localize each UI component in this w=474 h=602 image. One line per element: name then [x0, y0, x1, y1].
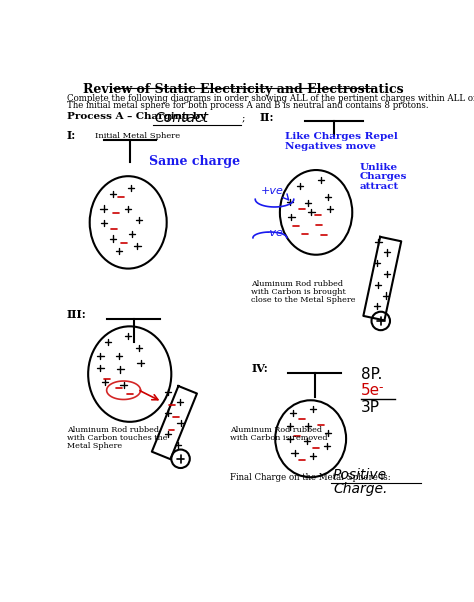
Text: +ve: +ve [261, 186, 283, 196]
Text: Aluminum Rod rubbed: Aluminum Rod rubbed [66, 426, 159, 435]
Text: Aluminum Rod rubbed: Aluminum Rod rubbed [251, 280, 343, 288]
Text: II:: II: [259, 113, 273, 123]
Text: I:: I: [66, 130, 76, 141]
Text: Positive: Positive [333, 468, 387, 482]
Text: close to the Metal Sphere: close to the Metal Sphere [251, 296, 356, 303]
Text: Same charge: Same charge [149, 155, 240, 169]
Text: -: - [378, 381, 383, 394]
Text: attract: attract [359, 182, 399, 191]
Text: with Carbon is removed: with Carbon is removed [230, 434, 328, 442]
Text: Like Charges Repel: Like Charges Repel [285, 132, 398, 141]
Text: with Carbon touches the: with Carbon touches the [66, 434, 167, 442]
Text: Initial Metal Sphere: Initial Metal Sphere [95, 132, 180, 140]
Text: Contact: Contact [155, 111, 209, 125]
Text: Metal Sphere: Metal Sphere [66, 442, 122, 450]
Text: Charge.: Charge. [333, 482, 387, 496]
Text: Complete the following diagrams in order showing ALL of the pertinent charges wi: Complete the following diagrams in order… [66, 94, 474, 103]
Text: III:: III: [66, 309, 86, 320]
Text: Process A – Charging by: Process A – Charging by [66, 113, 206, 121]
Text: Final Charge on the Metal Sphere is:: Final Charge on the Metal Sphere is: [230, 473, 391, 482]
Text: with Carbon is brought: with Carbon is brought [251, 288, 346, 296]
Text: The initial metal sphere for both process A and B is neutral and contains 8 prot: The initial metal sphere for both proces… [66, 102, 428, 111]
Text: 5e: 5e [361, 382, 380, 397]
Text: 3P: 3P [361, 400, 380, 415]
Text: Aluminum Rod rubbed: Aluminum Rod rubbed [230, 426, 322, 435]
Text: IV:: IV: [251, 363, 268, 374]
Text: 8P.: 8P. [361, 367, 382, 382]
Text: −ve: −ve [261, 228, 283, 238]
Text: Review of Static Electricity and Electrostatics: Review of Static Electricity and Electro… [82, 83, 403, 96]
Text: Charges: Charges [359, 172, 407, 181]
Text: ;: ; [242, 113, 246, 122]
Text: Negatives move: Negatives move [285, 142, 376, 151]
Text: Unlike: Unlike [359, 163, 397, 172]
